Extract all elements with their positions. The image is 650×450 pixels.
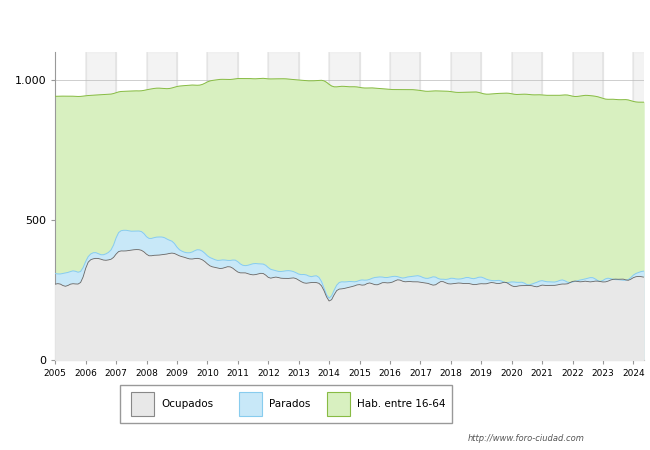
FancyBboxPatch shape	[120, 385, 452, 423]
Bar	[451, 52, 481, 360]
Bar	[326, 392, 350, 416]
Bar	[512, 52, 542, 360]
Bar	[86, 52, 116, 360]
Bar	[131, 392, 154, 416]
Bar	[239, 392, 263, 416]
Bar	[146, 52, 177, 360]
Text: http://www.foro-ciudad.com: http://www.foro-ciudad.com	[468, 434, 585, 443]
Text: Ocupados: Ocupados	[161, 399, 213, 409]
Bar	[633, 52, 650, 360]
Text: Hab. entre 16-64: Hab. entre 16-64	[357, 399, 445, 409]
Bar	[390, 52, 421, 360]
Text: Torres de Berrellén - Evolucion de la poblacion en edad de Trabajar Mayo de 2024: Torres de Berrellén - Evolucion de la po…	[69, 17, 581, 30]
Bar	[573, 52, 603, 360]
Bar	[268, 52, 298, 360]
Bar	[207, 52, 238, 360]
Bar	[329, 52, 359, 360]
Text: Parados: Parados	[269, 399, 311, 409]
